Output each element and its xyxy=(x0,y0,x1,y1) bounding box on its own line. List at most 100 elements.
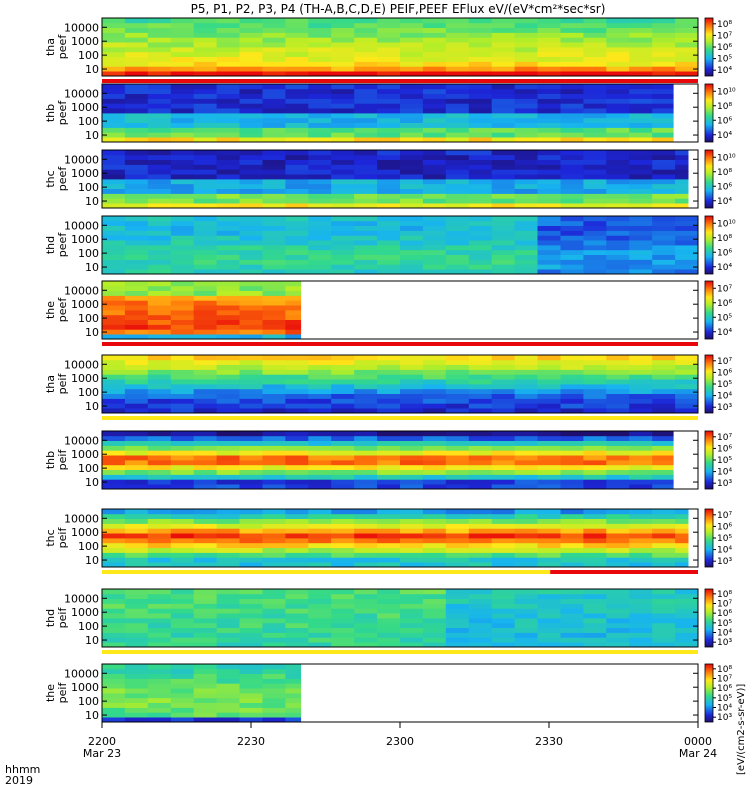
spectrogram-cell xyxy=(652,193,676,199)
spectrogram-cell xyxy=(308,618,332,624)
spectrogram-cell xyxy=(262,56,286,62)
spectrogram-cell xyxy=(629,259,653,265)
spectrogram-cell xyxy=(377,379,401,385)
spectrogram-cell xyxy=(239,398,263,404)
spectrogram-cell xyxy=(537,398,561,404)
spectrogram-cell xyxy=(468,154,493,160)
spectrogram-cell xyxy=(422,627,447,633)
spectrogram-cell xyxy=(102,71,126,77)
spectrogram-cell xyxy=(239,51,263,57)
spectrogram-cell xyxy=(377,538,401,544)
spectrogram-cell xyxy=(468,98,493,104)
spectrogram-cell xyxy=(445,98,470,104)
spectrogram-cell xyxy=(468,127,493,133)
spectrogram-cell xyxy=(422,384,447,390)
spectrogram-cell xyxy=(102,562,126,568)
spectrogram-cell xyxy=(102,384,126,390)
spectrogram-cell xyxy=(193,388,217,394)
spectrogram-cell xyxy=(400,632,424,638)
spectrogram-cell xyxy=(262,618,286,624)
spectrogram-cell xyxy=(491,203,515,209)
spectrogram-cell xyxy=(239,132,263,138)
spectrogram-cell xyxy=(102,403,126,409)
spectrogram-cell xyxy=(537,513,561,519)
spectrogram-cell xyxy=(675,364,699,370)
spectrogram-cell xyxy=(216,314,240,320)
x-tick-label: 0000 xyxy=(684,735,712,748)
spectrogram-cell xyxy=(652,88,674,94)
spectrogram-cell xyxy=(537,547,561,553)
panel-frame xyxy=(101,354,699,414)
spectrogram-cell xyxy=(583,460,607,466)
spectrogram-cell xyxy=(491,84,515,90)
spectrogram-cell xyxy=(629,479,653,485)
spectrogram-cell xyxy=(560,608,584,614)
spectrogram-cell xyxy=(216,408,240,414)
spectrogram-cell xyxy=(400,364,424,370)
spectrogram-cell xyxy=(560,174,584,180)
spectrogram-cell xyxy=(147,450,172,456)
spectrogram-cell xyxy=(377,230,401,236)
spectrogram-cell xyxy=(170,589,195,595)
spectrogram-cell xyxy=(147,188,172,194)
spectrogram-cell xyxy=(675,259,699,265)
spectrogram-cell xyxy=(216,245,240,251)
panel-label: thb peif xyxy=(44,449,69,471)
spectrogram-cell xyxy=(652,384,676,390)
spectrogram-cell xyxy=(102,632,126,638)
spectrogram-cell xyxy=(468,113,493,119)
spectrogram-cell xyxy=(445,259,470,265)
spectrogram-cell xyxy=(629,642,653,648)
spectrogram-cell xyxy=(422,557,447,563)
spectrogram-cell xyxy=(124,300,149,306)
spectrogram-cell xyxy=(445,474,470,480)
spectrogram-cell xyxy=(629,230,653,236)
spectrogram-cell xyxy=(583,264,607,270)
spectrogram-cell xyxy=(583,122,607,128)
spectrogram-cell xyxy=(377,203,401,209)
spectrogram-cell xyxy=(377,484,401,490)
colorbar-tick-label: 10⁵ xyxy=(717,55,732,65)
spectrogram-cell xyxy=(514,254,538,260)
spectrogram-cell xyxy=(216,47,240,53)
spectrogram-cell xyxy=(216,435,240,441)
spectrogram-cell xyxy=(147,18,172,24)
spectrogram-cell xyxy=(537,47,561,53)
spectrogram-cell xyxy=(377,552,401,558)
spectrogram-cell xyxy=(147,717,172,723)
spectrogram-cell xyxy=(239,310,263,316)
spectrogram-cell xyxy=(491,154,515,160)
spectrogram-cell xyxy=(262,225,286,231)
spectrogram-cell xyxy=(102,359,126,365)
spectrogram-cell xyxy=(216,355,240,361)
spectrogram-cell xyxy=(239,374,263,380)
spectrogram-cell xyxy=(537,509,561,515)
spectrogram-cell xyxy=(102,174,126,180)
spectrogram-cell xyxy=(514,88,538,94)
spectrogram-cell xyxy=(629,66,653,72)
spectrogram-cell xyxy=(445,27,470,33)
spectrogram-cell xyxy=(216,285,240,291)
spectrogram-cell xyxy=(285,589,309,595)
spectrogram-cell xyxy=(422,193,447,199)
spectrogram-cell xyxy=(285,469,309,475)
spectrogram-cell xyxy=(491,637,515,643)
panel-frame xyxy=(101,215,699,275)
spectrogram-cell xyxy=(170,678,195,684)
spectrogram-cell xyxy=(124,688,149,694)
spectrogram-cell xyxy=(216,518,240,524)
spectrogram-cell xyxy=(583,127,607,133)
spectrogram-cell xyxy=(652,388,676,394)
spectrogram-cell xyxy=(193,300,217,306)
spectrogram-cell xyxy=(147,108,172,114)
spectrogram-cell xyxy=(147,132,172,138)
spectrogram-cell xyxy=(331,179,355,185)
colorbar xyxy=(704,17,714,77)
spectrogram-cell xyxy=(147,589,172,595)
spectrogram-cell xyxy=(468,61,493,67)
spectrogram-cell xyxy=(147,533,172,539)
spectrogram-cell xyxy=(262,637,286,643)
spectrogram-cell xyxy=(377,445,401,451)
spectrogram-cell xyxy=(491,61,515,67)
